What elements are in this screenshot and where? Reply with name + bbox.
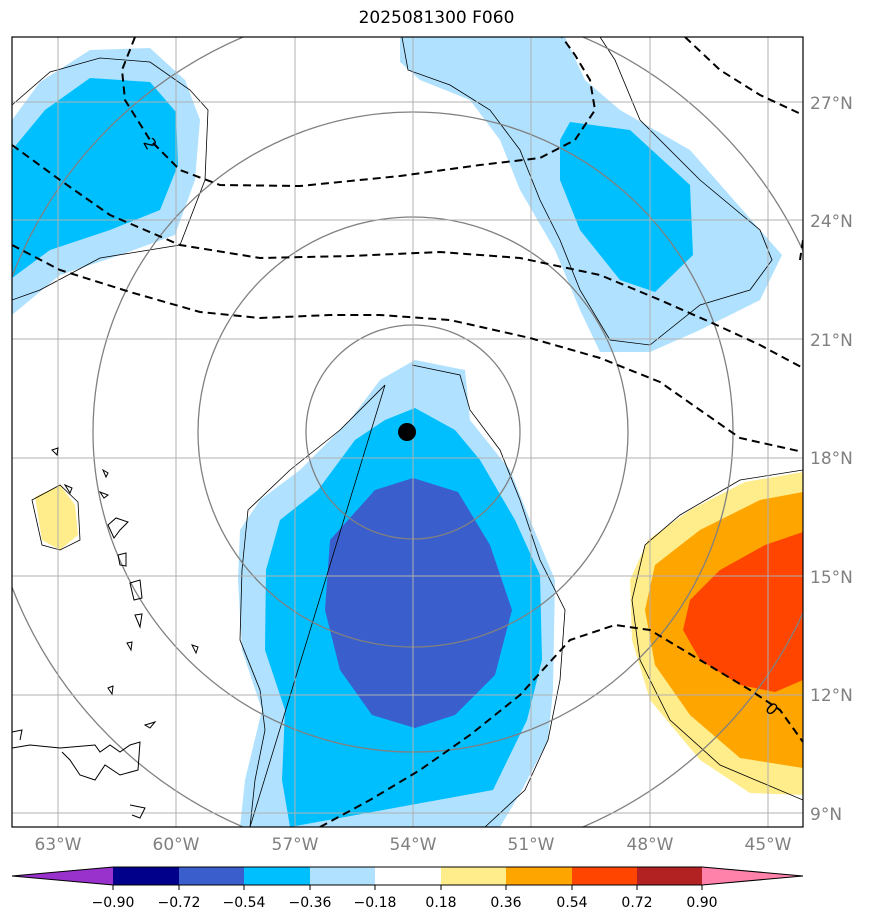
colorbar-segment-4 (310, 867, 375, 885)
cb-label-7: 0.36 (490, 895, 521, 911)
longitude-labels: 63°W 60°W 57°W 54°W 51°W 48°W 45°W (35, 835, 792, 855)
dashed-contour-1 (120, 37, 597, 188)
outline-center (239, 364, 566, 827)
island-4 (98, 490, 110, 499)
map-frame (11, 36, 804, 828)
colorbar: −0.90 −0.72 −0.54 −0.36 −0.18 0.18 0.36 … (11, 866, 804, 911)
lon-label-60w: 60°W (153, 835, 200, 855)
lon-label-54w: 54°W (390, 835, 437, 855)
colorbar-extend-low (12, 867, 113, 885)
island-6 (117, 552, 127, 567)
colorbar-segment-9 (637, 867, 702, 885)
shaded-field (12, 37, 803, 827)
colorbar-segment-8 (572, 867, 637, 885)
colorbar-segment-3 (244, 867, 310, 885)
coastlines (12, 447, 199, 819)
lat-label-15n: 15°N (810, 568, 853, 588)
map-title: 2025081300 F060 (358, 8, 515, 28)
map-area: 2 0 (12, 37, 803, 827)
lon-label-45w: 45°W (745, 835, 792, 855)
negative-anomaly-center-core (325, 478, 512, 728)
island-5 (107, 517, 129, 539)
island-2 (63, 483, 73, 495)
colorbar-segment-2 (179, 867, 244, 885)
cb-label-6: 0.18 (425, 895, 456, 911)
dashed-contour-2 (12, 144, 803, 369)
coast-mainland (12, 729, 146, 819)
graticule (12, 37, 803, 827)
lon-label-51w: 51°W (508, 835, 555, 855)
cb-label-2: −0.72 (158, 895, 201, 911)
outline-ne (401, 37, 773, 346)
island-7 (129, 579, 143, 601)
island-1 (51, 447, 59, 457)
island-12 (143, 721, 157, 729)
lon-label-57w: 57°W (272, 835, 319, 855)
latitude-labels: 27°N 24°N 21°N 18°N 15°N 12°N 9°N (810, 94, 853, 825)
dashed-contour-zero (319, 623, 803, 827)
cb-label-5: −0.18 (354, 895, 397, 911)
positive-anomaly-west-small (35, 485, 78, 550)
positive-anomaly-east-core (683, 532, 803, 692)
colorbar-segment-7 (506, 867, 572, 885)
outline-nw (12, 57, 209, 301)
island-11 (107, 685, 114, 696)
colorbar-extend-high (702, 867, 803, 885)
cb-label-3: −0.54 (223, 895, 266, 911)
lat-label-21n: 21°N (810, 331, 853, 351)
island-3 (101, 468, 109, 479)
lat-label-18n: 18°N (810, 449, 853, 469)
island-8 (134, 613, 143, 629)
colorbar-segment-1 (113, 867, 179, 885)
negative-anomaly-ne-core (560, 122, 693, 292)
negative-anomaly-nw-core (12, 78, 178, 278)
cb-label-8: 0.54 (556, 895, 587, 911)
cb-label-1: −0.90 (92, 895, 135, 911)
colorbar-segment-6 (441, 867, 506, 885)
outline-west-small (31, 484, 81, 551)
island-9 (126, 641, 133, 652)
dashed-contour-4 (684, 37, 803, 116)
lat-label-9n: 9°N (810, 805, 842, 825)
lon-label-63w: 63°W (35, 835, 82, 855)
colorbar-segment-5 (375, 867, 441, 885)
lon-label-48w: 48°W (627, 835, 674, 855)
colorbar-ticks (112, 885, 703, 890)
lat-label-27n: 27°N (810, 94, 853, 114)
dashed-contours (12, 37, 803, 827)
cb-label-10: 0.90 (686, 895, 717, 911)
lat-label-24n: 24°N (810, 212, 853, 232)
storm-center-marker (398, 423, 416, 441)
lat-label-12n: 12°N (810, 686, 853, 706)
island-10 (191, 644, 199, 655)
cb-label-4: −0.36 (289, 895, 332, 911)
cb-label-9: 0.72 (621, 895, 652, 911)
